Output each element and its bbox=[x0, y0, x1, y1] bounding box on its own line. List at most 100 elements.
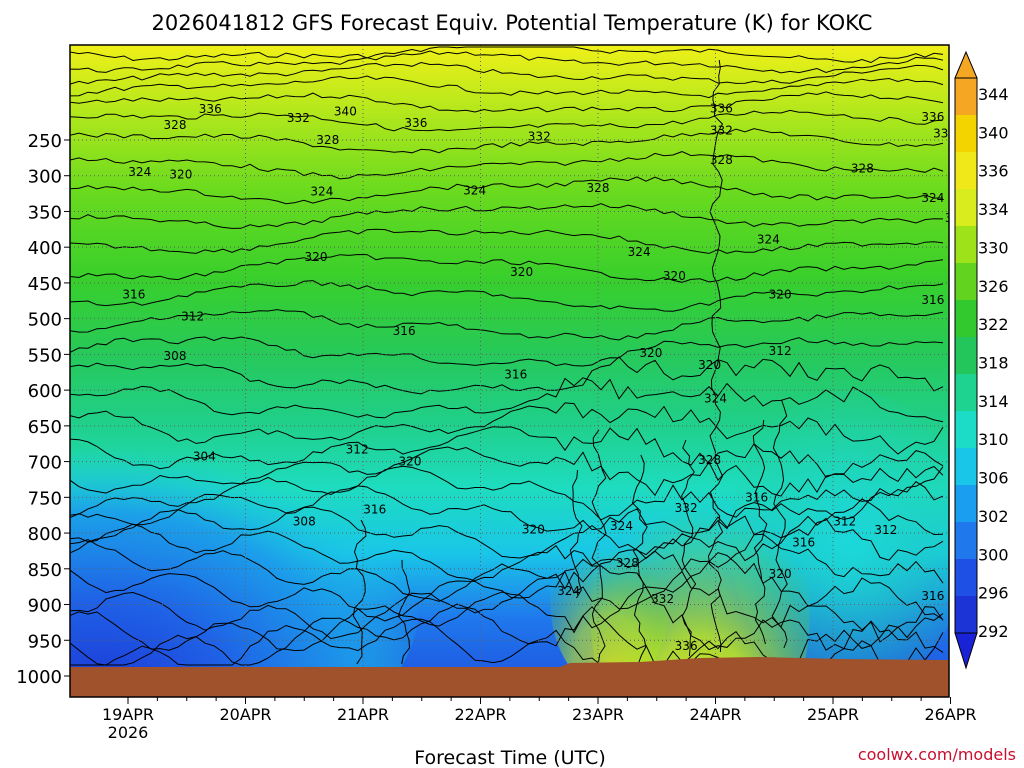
contour-line bbox=[70, 402, 944, 455]
contour-line bbox=[70, 570, 944, 643]
contour-line bbox=[70, 109, 944, 132]
x-tick-label: 24APR bbox=[689, 705, 741, 724]
contour-label: 308 bbox=[293, 515, 316, 529]
colorbar-label: 336 bbox=[978, 162, 1009, 181]
contour-label: 324 bbox=[310, 184, 333, 198]
contour-line bbox=[70, 446, 944, 497]
colorbar-label: 302 bbox=[978, 507, 1009, 526]
contour-line bbox=[632, 454, 648, 664]
grid-lines bbox=[70, 45, 949, 697]
contour-label: 316 bbox=[921, 293, 944, 307]
contour-label: 324 bbox=[610, 519, 633, 533]
contour-line bbox=[569, 469, 583, 599]
contour-line bbox=[707, 59, 724, 653]
contour-label: 316 bbox=[363, 502, 386, 516]
colorbar-swatch bbox=[955, 152, 977, 190]
contour-label: 332 bbox=[675, 501, 698, 515]
colorbar-swatch bbox=[955, 522, 977, 560]
contour-line bbox=[70, 151, 944, 180]
contour-line bbox=[70, 426, 944, 478]
contour-label: 324 bbox=[557, 584, 580, 598]
contour-line bbox=[70, 46, 944, 64]
contour-line bbox=[70, 515, 944, 582]
chart-title: 2026041812 GFS Forecast Equiv. Potential… bbox=[152, 11, 873, 35]
contour-label: 332 bbox=[287, 111, 310, 125]
contour-line bbox=[591, 429, 607, 663]
contour-label: 328 bbox=[587, 181, 610, 195]
colorbar-swatch bbox=[955, 559, 977, 597]
x-tick-label: 20APR bbox=[219, 705, 271, 724]
contour-label: 312 bbox=[833, 515, 856, 529]
contour-label: 320 bbox=[522, 522, 545, 536]
contour-line bbox=[70, 61, 944, 85]
contour-label: 324 bbox=[921, 191, 944, 205]
contour-label: 316 bbox=[393, 324, 416, 338]
contour-label: 320 bbox=[305, 250, 328, 264]
contour-line bbox=[70, 75, 944, 99]
colorbar-label: 334 bbox=[978, 200, 1009, 219]
colorbar-frame bbox=[954, 77, 978, 634]
y-tick-label: 400 bbox=[28, 238, 62, 259]
contour-line bbox=[70, 356, 944, 395]
x-tick-label: 19APR bbox=[102, 705, 154, 724]
y-tick-label: 700 bbox=[28, 453, 62, 474]
contour-label: 312 bbox=[769, 344, 792, 358]
contour-line bbox=[70, 586, 944, 652]
colorbar-label: 314 bbox=[978, 392, 1009, 411]
contour-label: 320 bbox=[169, 167, 192, 181]
contour-line bbox=[70, 50, 944, 74]
y-tick-label: 950 bbox=[28, 631, 62, 652]
contour-line bbox=[70, 533, 944, 602]
contour-line bbox=[70, 481, 944, 535]
colorbar-label: 310 bbox=[978, 430, 1009, 449]
colorbar-bottom-arrow bbox=[954, 632, 978, 670]
contour-label: 328 bbox=[316, 133, 339, 147]
contour-label: 336 bbox=[675, 639, 698, 653]
contour-label: 304 bbox=[193, 450, 216, 464]
y-tick-label: 500 bbox=[28, 310, 62, 331]
moist-plume-2 bbox=[550, 510, 670, 690]
x-tick-label: 26APR bbox=[924, 705, 976, 724]
colorbar-label: 330 bbox=[978, 238, 1009, 257]
contour-label: 332 bbox=[710, 124, 733, 138]
contour-line bbox=[70, 552, 944, 622]
contour-labels: 336 340 332 336 328 332 328 336 336 332 332 328 328 3… bbox=[122, 102, 956, 653]
y-tick-label: 450 bbox=[28, 274, 62, 295]
plot-area: 336 340 332 336 328 332 328 336 336 332 332 328 328 3… bbox=[70, 45, 956, 697]
contour-label: 336 bbox=[710, 102, 733, 116]
y-tick-label: 350 bbox=[28, 202, 62, 223]
contour-line bbox=[70, 91, 944, 113]
contour-line bbox=[70, 228, 944, 254]
contour-label: 336 bbox=[404, 116, 427, 130]
contour-label: 324 bbox=[628, 245, 651, 259]
contour-line bbox=[771, 399, 788, 649]
x-tick-label: 21APR bbox=[337, 705, 389, 724]
contour-line bbox=[70, 377, 944, 423]
contour-label: 324 bbox=[757, 232, 780, 246]
contour-label: 316 bbox=[792, 535, 815, 549]
contour-label: 332 bbox=[933, 127, 956, 141]
y-axis: 250 300 350 400 450 500 550 600 650 700 750 800 850 9… bbox=[16, 131, 70, 688]
contour-line bbox=[70, 336, 944, 367]
contour-line bbox=[70, 203, 944, 229]
colorbar-swatch bbox=[955, 78, 977, 116]
contour-line bbox=[752, 419, 768, 645]
x-year-label: 2026 bbox=[108, 723, 149, 742]
y-tick-label: 850 bbox=[28, 560, 62, 581]
colorbar-label: 322 bbox=[978, 315, 1009, 334]
y-tick-label: 300 bbox=[28, 167, 62, 188]
colorbar-label: 340 bbox=[978, 123, 1009, 142]
contour-line bbox=[70, 176, 944, 205]
contour-label: 336 bbox=[199, 102, 222, 116]
contour-line bbox=[397, 559, 411, 665]
contour-line bbox=[70, 465, 944, 521]
y-tick-label: 650 bbox=[28, 417, 62, 438]
contour-label: 312 bbox=[874, 523, 897, 537]
contour-line bbox=[681, 439, 697, 657]
contour-label: 316 bbox=[745, 490, 768, 504]
contour-label: 316 bbox=[921, 589, 944, 603]
x-axis-title: Forecast Time (UTC) bbox=[414, 747, 605, 768]
contour-label: 328 bbox=[164, 118, 187, 132]
x-tick-label: 23APR bbox=[572, 705, 624, 724]
